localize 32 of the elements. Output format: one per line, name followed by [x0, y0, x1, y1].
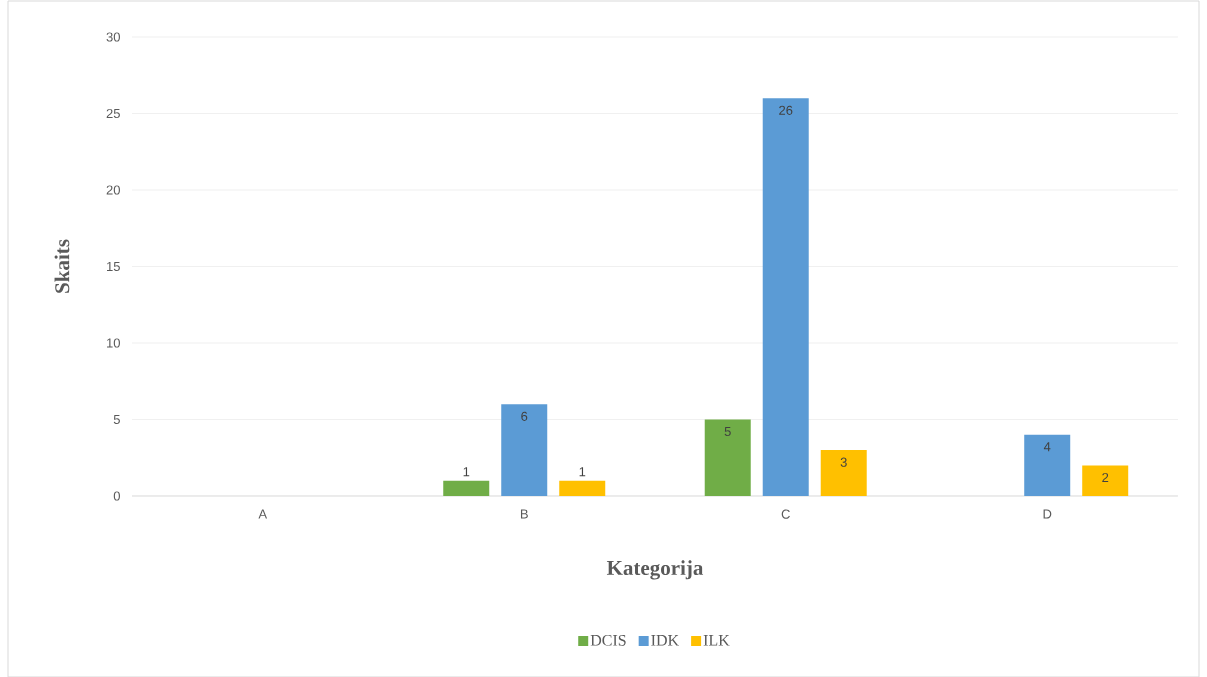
data-label: 1 — [579, 467, 586, 477]
legend-label: ILK — [703, 635, 730, 646]
data-label: 3 — [840, 457, 847, 467]
x-tick-label: D — [1043, 509, 1052, 519]
data-label: 2 — [1102, 472, 1109, 482]
bar — [443, 480, 490, 496]
data-label: 4 — [1043, 442, 1051, 452]
x-tick-label: B — [520, 509, 528, 519]
bar — [501, 404, 548, 496]
data-label: 5 — [724, 427, 731, 437]
y-tick-label: 25 — [106, 108, 120, 119]
bar — [820, 450, 867, 496]
data-label: 1 — [463, 467, 470, 477]
y-tick-label: 10 — [107, 338, 120, 348]
bar — [704, 419, 751, 496]
y-tick-label: 30 — [106, 32, 120, 42]
data-label: 6 — [521, 411, 528, 421]
data-label: 26 — [779, 105, 793, 115]
y-tick-label: 0 — [113, 491, 120, 501]
legend-label: IDK — [651, 635, 679, 646]
x-tick-label: A — [258, 509, 268, 519]
bar — [1082, 465, 1129, 496]
x-axis-title: Kategorija — [606, 560, 704, 580]
bar — [1024, 434, 1071, 496]
bar — [559, 480, 606, 496]
y-tick-label: 20 — [106, 185, 120, 195]
y-tick-label: 15 — [107, 261, 120, 272]
y-axis-title: Skaits — [54, 239, 70, 293]
x-tick-label: C — [781, 509, 790, 519]
bar — [762, 98, 809, 496]
legend-label: DCIS — [590, 634, 626, 646]
y-tick-label: 5 — [113, 414, 120, 425]
